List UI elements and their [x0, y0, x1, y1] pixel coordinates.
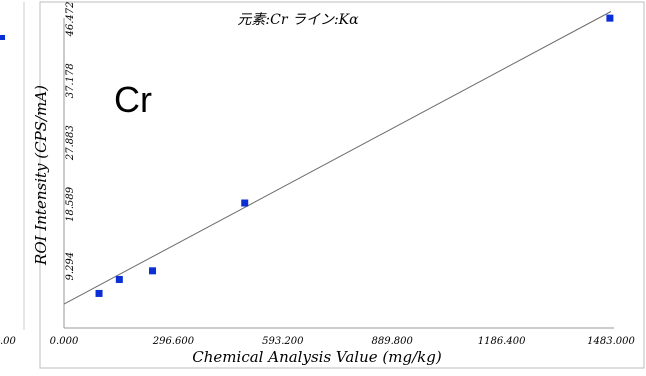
y-axis-label: ROI Intensity (CPS/mA) [32, 85, 50, 266]
x-tick-label: 889.800 [372, 336, 414, 347]
fit-line-group [63, 11, 612, 305]
x-axis-label: Chemical Analysis Value (mg/kg) [192, 348, 442, 366]
data-point [95, 289, 103, 297]
left-panel-marker [0, 35, 5, 40]
data-point [149, 267, 157, 275]
y-tick-label: 18.589 [65, 186, 76, 222]
x-tick-label: 296.600 [152, 336, 195, 347]
data-points [95, 14, 614, 297]
x-tick-labels: 0.000 296.600 593.200 889.800 1186.400 1483.0… [50, 336, 636, 347]
x-tick-label: 0.000 [50, 336, 79, 347]
data-point [115, 275, 123, 283]
x-tick-label: 593.200 [262, 336, 304, 347]
y-tick-label: 9.294 [65, 252, 76, 281]
y-tick-label: 46.472 [65, 2, 76, 38]
regression-line [63, 11, 612, 305]
x-tick-label: 1186.400 [478, 336, 526, 347]
data-point [241, 199, 249, 207]
data-point [606, 14, 614, 22]
y-tick-label: 27.883 [65, 125, 76, 161]
left-panel-tick-label: .00 [0, 336, 17, 347]
y-tick-label: 37.178 [65, 63, 76, 98]
chart-frame [39, 1, 645, 369]
y-tick-labels: 9.294 18.589 27.883 37.178 46.472 [65, 2, 76, 281]
x-tick-label: 1483.000 [587, 336, 635, 347]
chart-title: 元素:Cr ライン:Kα [237, 12, 359, 28]
element-annotation: Cr [114, 79, 152, 120]
